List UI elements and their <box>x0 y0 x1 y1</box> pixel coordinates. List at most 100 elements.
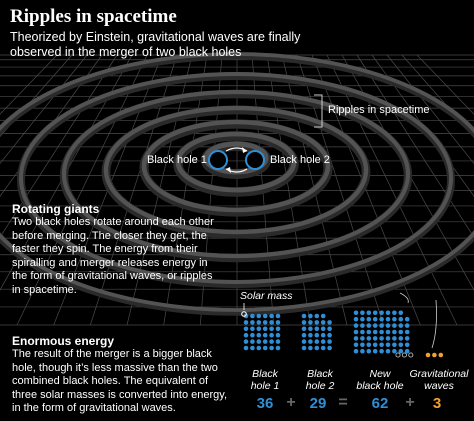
value-gravitational-waves: 3 <box>432 395 442 412</box>
black-hole-2-solar-mass-dot <box>327 326 332 332</box>
new-black-hole-solar-mass-dot <box>379 342 384 348</box>
equals-operator: = <box>338 394 348 411</box>
black-hole-1-solar-mass-dot <box>269 332 274 338</box>
new-black-hole-solar-mass-dot <box>398 323 404 328</box>
new-black-hole-solar-mass-dot <box>398 342 404 348</box>
black-hole-2-solar-mass-dot <box>308 326 313 332</box>
solar-mass-label: Solar mass <box>240 290 293 302</box>
black-hole-1-solar-mass-dot <box>256 332 262 338</box>
plus-operator-2: + <box>405 394 415 411</box>
orbit-arrowhead-top <box>242 147 247 153</box>
converted-mass-dot <box>395 352 401 358</box>
black-hole-1-solar-mass-dot <box>275 345 281 351</box>
grid-line <box>0 54 118 238</box>
black-hole-2-solar-mass-dot <box>320 320 326 325</box>
new-black-hole-solar-mass-dot <box>398 329 404 335</box>
black-hole-1-solar-mass-dot <box>269 339 274 344</box>
new-black-hole-solar-mass-dot <box>366 336 372 341</box>
new-black-hole-pointer <box>399 292 409 304</box>
grid-line <box>371 54 474 197</box>
black-hole-2-solar-mass-dot <box>320 339 326 344</box>
black-hole-2-solar-mass-dot <box>301 332 307 338</box>
new-black-hole-solar-mass-dot <box>372 323 378 328</box>
grid-line <box>386 54 474 164</box>
new-black-hole-solar-mass-dot <box>360 316 365 322</box>
black-hole-2-solar-mass-dot <box>301 326 307 332</box>
black-hole-2-solar-mass-dot <box>314 345 320 351</box>
grid-line <box>326 54 458 326</box>
black-hole-1-solar-mass-dot <box>275 332 281 338</box>
ripple-ring <box>103 105 369 235</box>
black-hole-1-solar-mass-dot <box>243 339 249 344</box>
black-hole-1-solar-mass-dot <box>243 345 249 351</box>
black-hole-1-solar-mass-dot <box>262 320 268 325</box>
label-black-hole-2: Black hole 2 <box>305 368 335 392</box>
black-hole-1-solar-mass-dot <box>243 332 249 338</box>
label-new-black-hole: New black hole <box>356 368 404 392</box>
black-hole-1-solar-mass-dot <box>250 345 255 351</box>
black-hole-1-solar-mass-dot <box>250 326 255 332</box>
new-black-hole-solar-mass-dot <box>379 336 384 341</box>
black-hole-1-solar-mass-dot <box>256 313 262 319</box>
black-hole-1-solar-mass-dot <box>269 326 274 332</box>
black-hole-1-solar-mass-dot <box>275 320 281 325</box>
ripples-bracket <box>314 94 323 128</box>
new-black-hole-solar-mass-dot <box>372 310 378 316</box>
black-hole-1-solar-mass-dot <box>250 313 255 319</box>
black-hole-1-solar-mass-dot <box>256 345 262 351</box>
black-hole-2-solar-mass-dot <box>314 320 320 325</box>
new-black-hole-solar-mass-dot <box>353 316 359 322</box>
black-hole-1-solar-mass-dot <box>243 326 249 332</box>
converted-mass-dot <box>401 352 407 358</box>
new-black-hole-solar-mass-dot <box>353 342 359 348</box>
black-hole-1-solar-mass-dot <box>269 345 274 351</box>
black-hole-1-solar-mass-dot <box>243 313 249 319</box>
black-hole-2-solar-mass-dot <box>327 332 332 338</box>
black-hole-2-solar-mass-dot <box>320 345 326 351</box>
black-hole-2-solar-mass-dot <box>327 339 332 344</box>
black-hole-1-solar-mass-dot <box>262 345 268 351</box>
ripples-label: Ripples in spacetime <box>328 104 430 116</box>
ripple-ring-shadow <box>0 52 474 316</box>
new-black-hole-solar-mass-dot <box>366 316 372 322</box>
gravitational-wave-mass-dot <box>438 352 444 358</box>
new-black-hole-solar-mass-dot <box>392 329 397 335</box>
black-hole-1-solar-mass-dot <box>250 320 255 325</box>
black-hole-2-solar-mass-dot <box>314 339 320 344</box>
ripple-ring <box>61 89 411 259</box>
grid-line <box>401 54 474 138</box>
ripple-ring <box>175 131 297 193</box>
new-black-hole-solar-mass-dot <box>385 348 391 354</box>
enormous-energy-heading: Enormous energy <box>12 334 115 348</box>
page-title: Ripples in spacetime <box>10 6 177 27</box>
value-new-black-hole: 62 <box>371 395 389 412</box>
label-black-hole-1: Black hole 1 <box>250 368 280 392</box>
new-black-hole-solar-mass-dot <box>385 336 391 341</box>
new-black-hole-solar-mass-dot <box>372 336 378 341</box>
black-hole-2-solar-mass-dot <box>308 320 313 325</box>
new-black-hole-solar-mass-dot <box>398 348 404 354</box>
new-black-hole-solar-mass-dot <box>360 323 365 328</box>
new-black-hole-solar-mass-dot <box>392 323 397 328</box>
new-black-hole-solar-mass-dot <box>379 329 384 335</box>
black-hole-2-solar-mass-dot <box>314 313 320 319</box>
new-black-hole-solar-mass-dot <box>360 336 365 341</box>
label-gravitational-waves: Gravitational waves <box>409 368 469 392</box>
new-black-hole-solar-mass-dot <box>398 316 404 322</box>
black-hole-1-solar-mass-dot <box>250 332 255 338</box>
new-black-hole-solar-mass-dot <box>392 348 397 354</box>
black-hole-1-solar-mass-dot <box>275 313 281 319</box>
new-black-hole-solar-mass-dot <box>372 342 378 348</box>
black-hole-1-solar-mass-dot <box>275 326 281 332</box>
new-black-hole-solar-mass-dot <box>392 342 397 348</box>
new-black-hole-solar-mass-dot <box>379 323 384 328</box>
black-hole-2-solar-mass-dot <box>308 345 313 351</box>
black-hole-1-solar-mass-dot <box>262 332 268 338</box>
new-black-hole-solar-mass-dot <box>404 348 410 354</box>
new-black-hole-solar-mass-dot <box>392 336 397 341</box>
new-black-hole-solar-mass-dot <box>379 316 384 322</box>
black-hole-1-solar-mass-dot <box>262 326 268 332</box>
black-hole-1-solar-mass-dot <box>256 320 262 325</box>
value-black-hole-2: 29 <box>309 395 327 412</box>
new-black-hole-solar-mass-dot <box>385 316 391 322</box>
